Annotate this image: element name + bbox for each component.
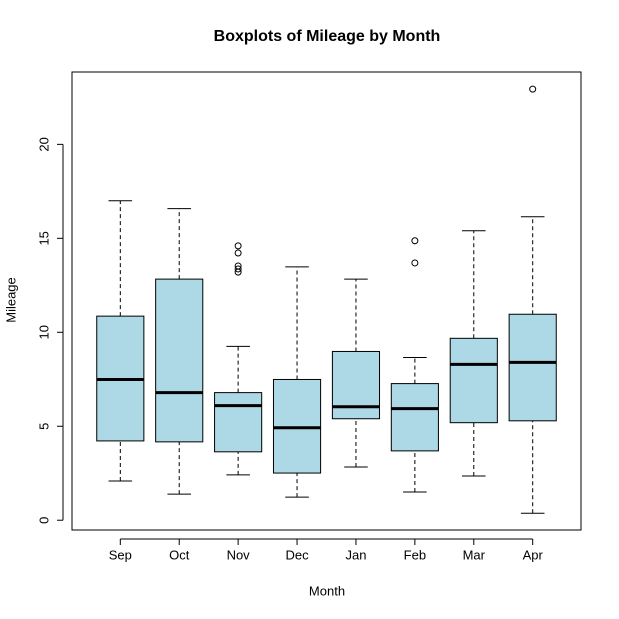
x-tick-label: Jan <box>345 547 366 562</box>
box <box>214 392 263 453</box>
y-axis-label: Mileage <box>3 277 18 323</box>
y-tick-label: 15 <box>36 231 51 245</box>
x-tick-label: Oct <box>169 547 190 562</box>
outlier <box>234 249 242 257</box>
x-tick-label: Feb <box>404 547 426 562</box>
chart-title: Boxplots of Mileage by Month <box>214 28 441 45</box>
y-tick-label: 0 <box>36 517 51 524</box>
outlier <box>234 265 242 273</box>
box <box>155 278 204 443</box>
y-tick-label: 10 <box>36 325 51 339</box>
box <box>390 383 439 452</box>
y-tick-label: 5 <box>36 423 51 430</box>
box <box>331 350 381 420</box>
box <box>508 313 557 422</box>
outlier <box>234 242 242 250</box>
outlier <box>411 237 419 245</box>
box <box>449 337 498 424</box>
x-tick-label: Mar <box>463 547 486 562</box>
x-axis-label: Month <box>309 583 345 598</box>
x-tick-label: Apr <box>523 547 544 562</box>
plot-frame <box>71 71 582 531</box>
x-tick-label: Dec <box>285 547 309 562</box>
x-tick-label: Sep <box>109 547 132 562</box>
outlier <box>411 259 419 267</box>
box <box>272 378 322 474</box>
y-tick-label: 20 <box>36 137 51 151</box>
outlier <box>529 85 537 93</box>
outlier <box>234 268 242 276</box>
x-tick-label: Nov <box>227 547 251 562</box>
